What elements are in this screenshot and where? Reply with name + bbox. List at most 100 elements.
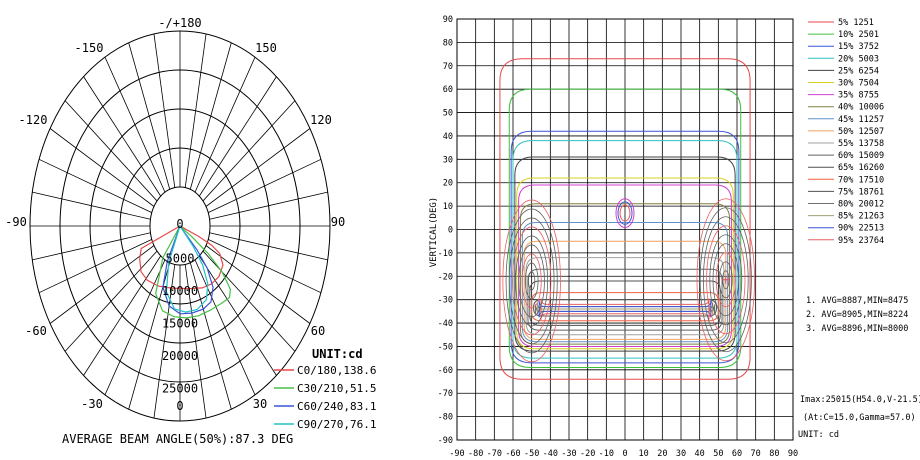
x-tick-label: -20 bbox=[580, 449, 595, 459]
x-tick-label: 10 bbox=[639, 449, 649, 459]
hotspot-contour bbox=[702, 216, 749, 344]
x-tick-label: -80 bbox=[468, 449, 483, 459]
contour-legend-label: 35% 8755 bbox=[838, 91, 879, 101]
hotspot-contour bbox=[524, 262, 539, 300]
polar-spoke-70 bbox=[208, 238, 322, 294]
contour-legend-label: 45% 11257 bbox=[838, 115, 884, 125]
polar-spoke-230 bbox=[64, 100, 158, 202]
polar-radial-tick: 15000 bbox=[162, 317, 198, 331]
polar-spoke-260 bbox=[32, 191, 151, 220]
polar-angle-label: 120 bbox=[310, 113, 332, 127]
y-tick-label: -50 bbox=[438, 342, 453, 352]
polar-angle-label: 0 bbox=[176, 399, 183, 413]
contour-legend-label: 30% 7504 bbox=[838, 79, 879, 89]
hotspot-contour bbox=[508, 217, 555, 345]
beam-angle-footer: AVERAGE BEAM ANGLE(50%):87.3 DEG bbox=[62, 432, 293, 446]
hotspot-contour bbox=[699, 207, 752, 353]
polar-spoke-210 bbox=[104, 56, 166, 193]
polar-spoke-30 bbox=[194, 259, 256, 396]
stat-line-1: 1. AVG=8887,MIN=8475 bbox=[806, 296, 908, 306]
polar-angle-labels: -/+180 150 -150 120 -120 90 -90 60 -60 30 -30 0 bbox=[5, 16, 345, 413]
polar-spoke-160 bbox=[189, 42, 232, 190]
polar-spoke-80 bbox=[209, 232, 328, 261]
polar-spoke-350 bbox=[153, 264, 176, 419]
stat-line-2: 2. AVG=8905,MIN=8224 bbox=[806, 310, 908, 320]
y-tick-label: 90 bbox=[443, 15, 453, 25]
hotspot-contour bbox=[696, 198, 755, 362]
polar-angle-label: 60 bbox=[311, 324, 325, 338]
hotspot-contour bbox=[709, 234, 743, 326]
polar-spoke-100 bbox=[209, 191, 328, 220]
polar-series-curve bbox=[165, 224, 209, 313]
polar-series-group bbox=[139, 224, 232, 319]
hotspot-contour bbox=[706, 225, 746, 335]
contour-level bbox=[510, 130, 740, 364]
hotspot-contour bbox=[515, 235, 549, 327]
y-tick-label: -70 bbox=[438, 389, 453, 399]
contour-tick-labels: -90 -80 -70 -60 -50 -40 -30 -20 -10 0 10 20 30 40 50 60… bbox=[438, 15, 798, 459]
hotspot-contour bbox=[715, 252, 736, 308]
x-tick-label: -90 bbox=[449, 449, 464, 459]
contour-legend-label: 60% 15009 bbox=[838, 151, 884, 161]
contour-legend-label: 20% 5003 bbox=[838, 54, 879, 64]
y-tick-label: 10 bbox=[443, 202, 453, 212]
polar-grid bbox=[29, 30, 331, 422]
polar-legend-label: C30/210,51.5 bbox=[297, 382, 376, 395]
polar-spoke-50 bbox=[202, 250, 296, 352]
x-tick-label: -30 bbox=[561, 449, 576, 459]
x-tick-label: 60 bbox=[732, 449, 742, 459]
contour-grid bbox=[456, 18, 794, 441]
hotspot-contour bbox=[521, 253, 542, 309]
contour-level bbox=[518, 184, 732, 347]
polar-angle-label: -150 bbox=[75, 41, 104, 55]
x-tick-label: 90 bbox=[788, 449, 798, 459]
polar-spoke-10 bbox=[184, 264, 207, 419]
unit-readout: UNIT: cd bbox=[798, 430, 839, 440]
polar-legend-label: C0/180,138.6 bbox=[297, 364, 376, 377]
x-tick-label: 0 bbox=[622, 449, 627, 459]
polar-spoke-330 bbox=[104, 259, 166, 396]
polar-angle-label: -60 bbox=[25, 324, 47, 338]
y-tick-label: -90 bbox=[438, 436, 453, 446]
polar-spoke-60 bbox=[205, 245, 311, 324]
polar-legend: C0/180,138.6 C30/210,51.5 C60/240,83.1 C90/… bbox=[274, 364, 376, 431]
y-tick-label: 50 bbox=[443, 109, 453, 119]
imax-position: (At:C=15.0,Gamma=57.0) bbox=[803, 413, 916, 423]
polar-radial-tick: 10000 bbox=[162, 284, 198, 298]
polar-spoke-220 bbox=[83, 76, 162, 197]
y-tick-label: 60 bbox=[443, 85, 453, 95]
contour-level bbox=[533, 299, 717, 317]
polar-series-curve bbox=[139, 225, 224, 290]
polar-spoke-290 bbox=[38, 238, 152, 294]
center-contour bbox=[617, 201, 633, 225]
hotspot-contour bbox=[718, 261, 733, 299]
contour-legend-label: 95% 23764 bbox=[838, 236, 884, 246]
polar-radial-labels: 0 5000 10000 15000 20000 25000 bbox=[162, 217, 198, 396]
contour-level bbox=[540, 298, 710, 320]
contour-legend-label: 15% 3752 bbox=[838, 42, 879, 52]
polar-angle-label: 150 bbox=[255, 41, 277, 55]
contour-legend-label: 80% 20012 bbox=[838, 200, 884, 210]
contour-legend-label: 55% 13758 bbox=[838, 139, 884, 149]
polar-spoke-40 bbox=[198, 255, 277, 376]
y-tick-label: 80 bbox=[443, 38, 453, 48]
stat-line-3: 3. AVG=8896,MIN=8000 bbox=[806, 324, 908, 334]
polar-radial-tick: 0 bbox=[176, 217, 183, 231]
x-tick-label: -10 bbox=[599, 449, 614, 459]
contour-level bbox=[499, 58, 751, 380]
y-tick-label: 0 bbox=[448, 226, 453, 236]
x-tick-label: 50 bbox=[713, 449, 723, 459]
x-tick-label: 70 bbox=[751, 449, 761, 459]
contour-legend-label: 40% 10006 bbox=[838, 103, 884, 113]
polar-spoke-140 bbox=[198, 76, 277, 197]
polar-angle-label: -/+180 bbox=[158, 16, 201, 30]
polar-legend-label: C60/240,83.1 bbox=[297, 400, 376, 413]
contour-level bbox=[523, 240, 727, 340]
polar-spoke-120 bbox=[205, 128, 311, 207]
x-tick-label: 40 bbox=[695, 449, 705, 459]
polar-spoke-320 bbox=[83, 255, 162, 376]
hotspot-contour bbox=[722, 270, 730, 290]
contour-legend-label: 85% 21263 bbox=[838, 212, 884, 222]
polar-spoke-130 bbox=[202, 100, 296, 202]
contour-legend-label: 10% 2501 bbox=[838, 30, 879, 40]
